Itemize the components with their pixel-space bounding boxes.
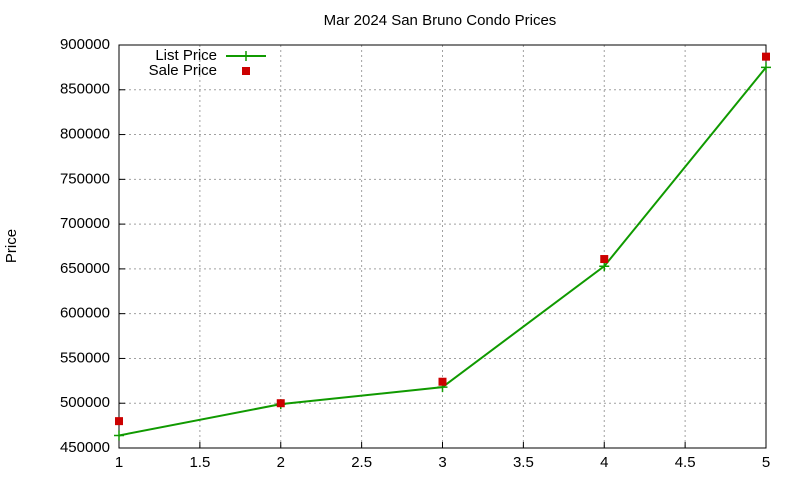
x-tick-label: 2.5 [351, 454, 372, 471]
y-tick-label: 500000 [60, 394, 110, 411]
x-tick-label: 1 [115, 454, 123, 471]
chart-title: Mar 2024 San Bruno Condo Prices [324, 12, 557, 29]
legend-marker [241, 51, 251, 61]
y-tick-label: 800000 [60, 126, 110, 143]
legend-label: Sale Price [149, 62, 217, 79]
y-tick-label: 750000 [60, 170, 110, 187]
data-point [600, 255, 609, 264]
x-tick-label: 2 [277, 454, 285, 471]
x-tick-label: 1.5 [189, 454, 210, 471]
data-point [114, 430, 124, 441]
data-point [276, 399, 285, 408]
y-tick-label: 850000 [60, 81, 110, 98]
data-point [762, 52, 770, 61]
y-tick-label: 900000 [60, 36, 110, 53]
data-point [115, 417, 123, 426]
legend-label: List Price [155, 47, 217, 64]
y-tick-label: 450000 [60, 439, 110, 456]
y-tick-label: 650000 [60, 260, 110, 277]
y-axis-label: Price [3, 229, 20, 263]
x-tick-label: 3.5 [513, 454, 534, 471]
x-tick-label: 4 [600, 454, 608, 471]
data-point [438, 377, 447, 386]
y-tick-label: 700000 [60, 215, 110, 232]
x-tick-label: 5 [762, 454, 770, 471]
data-point [761, 62, 771, 73]
y-tick-label: 600000 [60, 305, 110, 322]
x-tick-label: 3 [438, 454, 446, 471]
plot-border [118, 44, 767, 449]
y-tick-label: 550000 [60, 349, 110, 366]
legend-marker [242, 67, 250, 75]
x-tick-label: 4.5 [675, 454, 696, 471]
